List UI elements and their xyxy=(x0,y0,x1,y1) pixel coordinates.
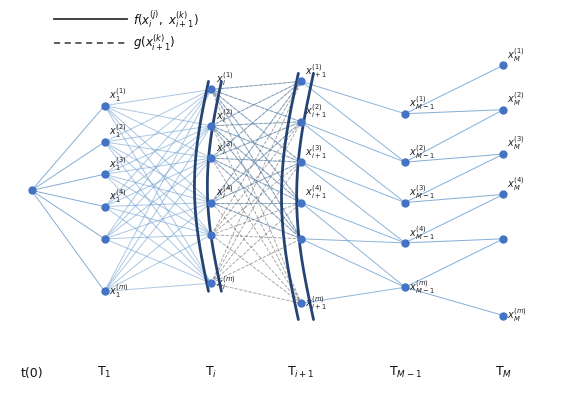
Text: $x_M^{(1)}$: $x_M^{(1)}$ xyxy=(507,46,525,64)
Text: $x_{M-1}^{(1)}$: $x_{M-1}^{(1)}$ xyxy=(409,94,435,112)
Text: $x_1^{(m)}$: $x_1^{(m)}$ xyxy=(109,282,128,300)
Text: $x_1^{(2)}$: $x_1^{(2)}$ xyxy=(109,123,126,141)
Text: $x_{i+1}^{(1)}$: $x_{i+1}^{(1)}$ xyxy=(305,62,327,80)
Text: $x_M^{(2)}$: $x_M^{(2)}$ xyxy=(507,90,525,108)
Text: $x_i^{(m)}$: $x_i^{(m)}$ xyxy=(216,274,236,292)
Text: $x_i^{(4)}$: $x_i^{(4)}$ xyxy=(216,183,233,201)
Text: $x_{i+1}^{(3)}$: $x_{i+1}^{(3)}$ xyxy=(305,143,327,161)
Text: $x_{M-1}^{(4)}$: $x_{M-1}^{(4)}$ xyxy=(409,224,435,242)
Text: T$_M$: T$_M$ xyxy=(495,365,512,380)
Text: $x_{M-1}^{(2)}$: $x_{M-1}^{(2)}$ xyxy=(409,143,435,160)
Text: T$_1$: T$_1$ xyxy=(97,365,112,380)
Text: $x_1^{(4)}$: $x_1^{(4)}$ xyxy=(109,188,126,205)
Text: T$_{M-1}$: T$_{M-1}$ xyxy=(388,365,422,380)
Text: $x_M^{(4)}$: $x_M^{(4)}$ xyxy=(507,175,525,193)
Text: $f(x_i^{(j)},\ x_{i+1}^{(k)})$: $f(x_i^{(j)},\ x_{i+1}^{(k)})$ xyxy=(133,8,198,30)
Text: $x_{i+1}^{(2)}$: $x_{i+1}^{(2)}$ xyxy=(305,102,327,120)
Text: $x_i^{(1)}$: $x_i^{(1)}$ xyxy=(216,70,233,88)
Text: T$_i$: T$_i$ xyxy=(205,365,217,380)
Text: $x_1^{(3)}$: $x_1^{(3)}$ xyxy=(109,155,126,173)
Text: $x_{M-1}^{(3)}$: $x_{M-1}^{(3)}$ xyxy=(409,183,435,201)
Text: $x_M^{(m)}$: $x_M^{(m)}$ xyxy=(507,307,527,324)
Text: $g(x_{i+1}^{(k)})$: $g(x_{i+1}^{(k)})$ xyxy=(133,33,175,53)
Text: $x_{M-1}^{(m)}$: $x_{M-1}^{(m)}$ xyxy=(409,278,435,296)
Text: $x_{i+1}^{(m)}$: $x_{i+1}^{(m)}$ xyxy=(305,294,327,312)
Text: $x_M^{(3)}$: $x_M^{(3)}$ xyxy=(507,134,525,152)
Text: t(0): t(0) xyxy=(20,367,43,380)
Text: T$_{i+1}$: T$_{i+1}$ xyxy=(287,365,315,380)
Text: $x_{i+1}^{(4)}$: $x_{i+1}^{(4)}$ xyxy=(305,183,327,201)
Text: $x_i^{(3)}$: $x_i^{(3)}$ xyxy=(216,139,233,157)
Text: $x_1^{(1)}$: $x_1^{(1)}$ xyxy=(109,86,126,104)
Text: $x_i^{(2)}$: $x_i^{(2)}$ xyxy=(216,107,233,125)
